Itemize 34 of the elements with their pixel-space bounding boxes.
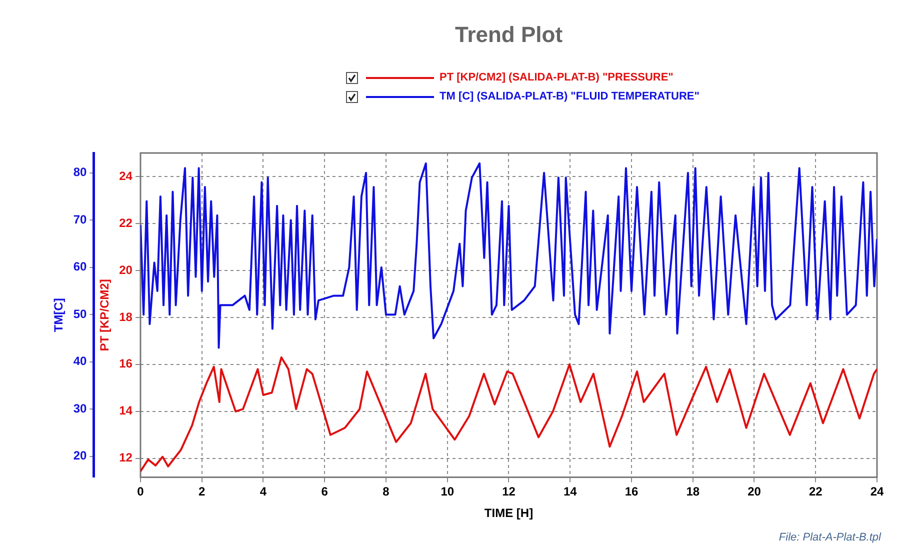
x-tick-label: 8 [382,484,390,499]
x-tick-label: 0 [137,484,144,499]
y-tick-label: 18 [119,310,133,324]
chart-title: Trend Plot [454,22,564,48]
x-tick-label: 6 [321,484,328,499]
y-tick-label: 24 [119,168,133,183]
x-tick-label: 20 [748,484,762,499]
x-tick-label: 16 [624,484,638,499]
y2-tick-label: 50 [73,306,88,321]
y2-tick-label: 80 [73,165,88,180]
y2-axis-title: TM[C] [52,298,66,332]
text: File: Plat-A-Plat-B.tpl [778,532,882,544]
y-tick-label: 12 [119,450,133,465]
x-tick-label: 14 [563,484,578,499]
x-tick-label: 24 [870,484,884,499]
y-tick-label: 22 [119,216,133,230]
x-tick-label: 2 [198,484,206,499]
y-tick-label: 14 [119,404,133,418]
y2-tick-label: 70 [73,212,88,226]
x-tick-label: 18 [686,484,700,499]
y-tick-label: 16 [119,356,133,371]
x-axis-title: TIME [H] [484,506,534,520]
text: TM [C] (SALIDA-PLAT-B) "FLUID TEMPERATURE" [440,90,700,103]
x-tick-label: 12 [502,484,516,499]
y2-tick-label: 20 [73,448,88,463]
text: PT [KP/CM2] (SALIDA-PLAT-B) "PRESSURE" [440,72,674,84]
x-tick-label: 4 [260,484,267,499]
x-tick-label: 22 [808,484,823,499]
y-tick-label: 20 [119,262,133,277]
y2-tick-label: 30 [73,401,88,416]
y2-tick-label: 60 [73,260,88,274]
x-tick-label: 10 [440,484,454,499]
y-axis-title: PT [KP/CM2] [97,279,112,352]
y2-tick-label: 40 [73,354,88,368]
